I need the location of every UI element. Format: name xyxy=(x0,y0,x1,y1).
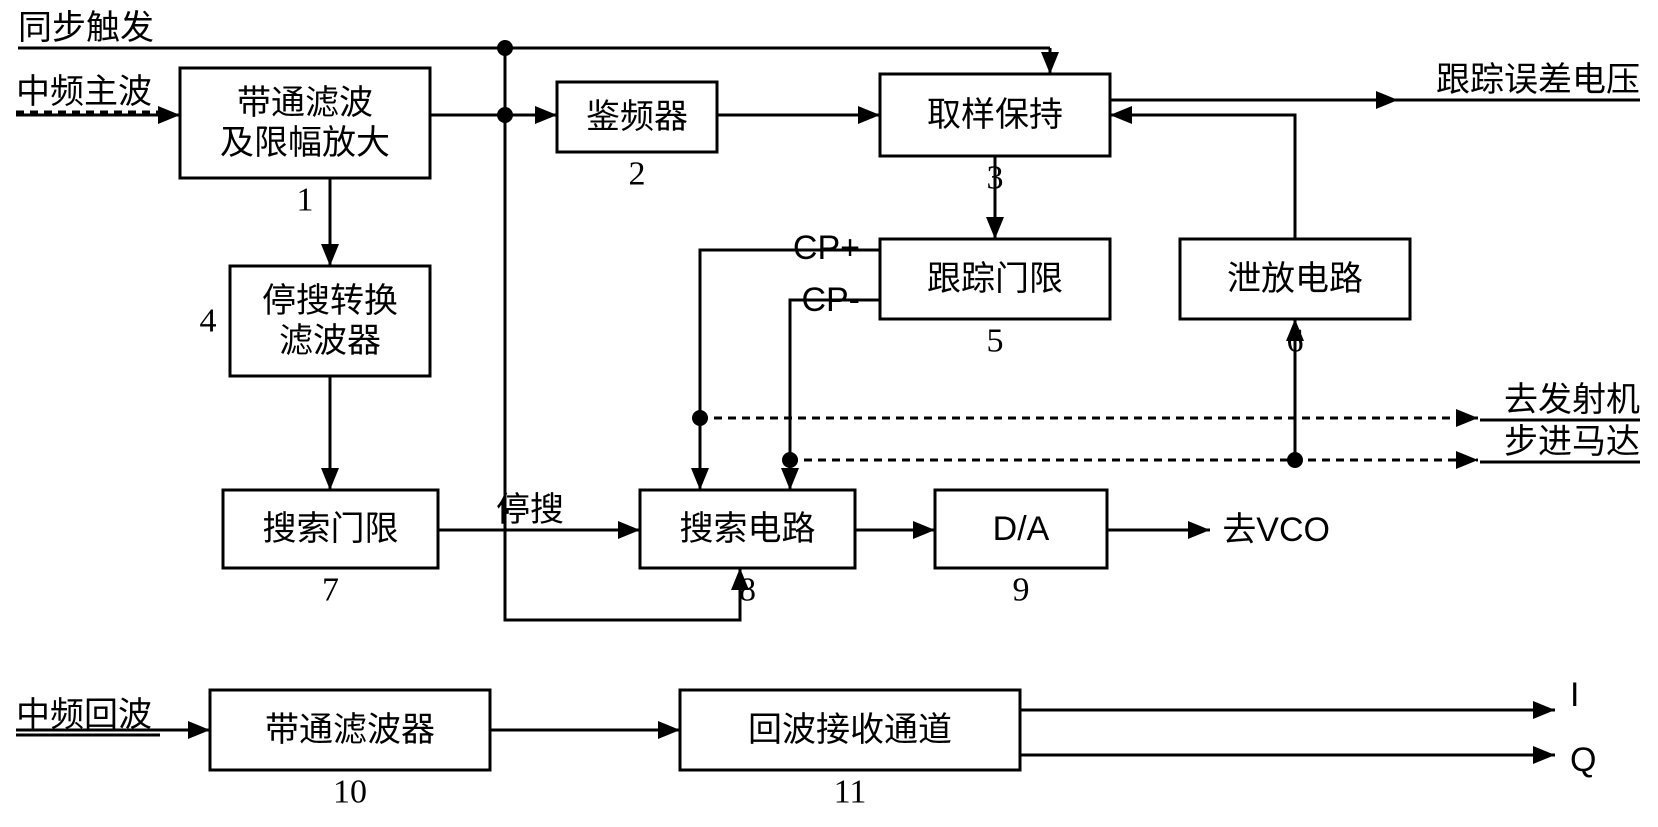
block-b10: 带通滤波器 10 xyxy=(210,690,490,811)
block-b4: 停搜转换滤波器 4 xyxy=(200,266,431,376)
block-label: 搜索电路 xyxy=(680,510,816,548)
block-label: 鉴频器 xyxy=(586,98,688,136)
block-b2: 鉴频器 2 xyxy=(557,82,717,193)
block-number: 9 xyxy=(1013,572,1030,609)
diagram-canvas: 带通滤波及限幅放大 1 鉴频器 2 取样保持 3 跟踪门限 5 泄放电路 6 停搜转换滤波器 4 搜索门… xyxy=(0,0,1658,827)
io-label-if_echo: 中频回波 xyxy=(16,696,152,734)
block-number: 1 xyxy=(297,182,314,219)
block-number: 2 xyxy=(629,156,646,193)
block-number: 6 xyxy=(1287,323,1304,360)
block-number: 3 xyxy=(987,160,1004,197)
block-label: D/A xyxy=(993,510,1050,548)
io-label-to_tx: 去发射机 xyxy=(1504,381,1640,419)
block-label: 跟踪门限 xyxy=(927,260,1063,298)
block-label: 带通滤波器 xyxy=(265,711,435,749)
block-b6: 泄放电路 6 xyxy=(1180,239,1410,360)
block-label: 搜索门限 xyxy=(263,510,399,548)
block-b5: 跟踪门限 5 xyxy=(880,239,1110,360)
block-number: 4 xyxy=(200,303,217,340)
io-label-stop: 停搜 xyxy=(496,491,564,529)
block-label: 停搜转换 xyxy=(262,282,398,320)
block-b1: 带通滤波及限幅放大 1 xyxy=(180,68,430,219)
block-label: 泄放电路 xyxy=(1227,260,1363,298)
io-label-cp_p: CP+ xyxy=(793,229,860,267)
junction-dot xyxy=(692,410,708,426)
io-label-Q: Q xyxy=(1570,741,1596,779)
io-label-to_vco: 去VCO xyxy=(1222,511,1330,549)
block-b9: D/A 9 xyxy=(935,490,1107,609)
io-label-if_main: 中频主波 xyxy=(16,73,152,111)
block-b8: 搜索电路 8 xyxy=(640,490,855,609)
io-label-cp_m: CP- xyxy=(801,281,860,319)
block-label: 带通滤波 xyxy=(237,84,373,122)
io-label-I: I xyxy=(1570,676,1579,714)
block-number: 11 xyxy=(834,774,867,811)
junction-dot xyxy=(497,107,513,123)
io-label-err: 跟踪误差电压 xyxy=(1436,61,1640,99)
junction-dot xyxy=(1287,452,1303,468)
junction-dot xyxy=(782,452,798,468)
io-label-stepper: 步进马达 xyxy=(1504,423,1640,461)
block-b3: 取样保持 3 xyxy=(880,74,1110,197)
block-number: 10 xyxy=(333,774,367,811)
block-b7: 搜索门限 7 xyxy=(223,490,438,609)
block-b11: 回波接收通道 11 xyxy=(680,690,1020,811)
block-label: 滤波器 xyxy=(279,322,381,360)
b6-to-b3 xyxy=(1110,115,1295,239)
block-number: 8 xyxy=(739,572,756,609)
block-number: 7 xyxy=(322,572,339,609)
junction-dot xyxy=(497,40,513,56)
io-label-sync: 同步触发 xyxy=(18,9,154,47)
block-label: 取样保持 xyxy=(927,96,1063,134)
block-label: 回波接收通道 xyxy=(748,711,952,749)
block-label: 及限幅放大 xyxy=(220,124,390,162)
block-number: 5 xyxy=(987,323,1004,360)
